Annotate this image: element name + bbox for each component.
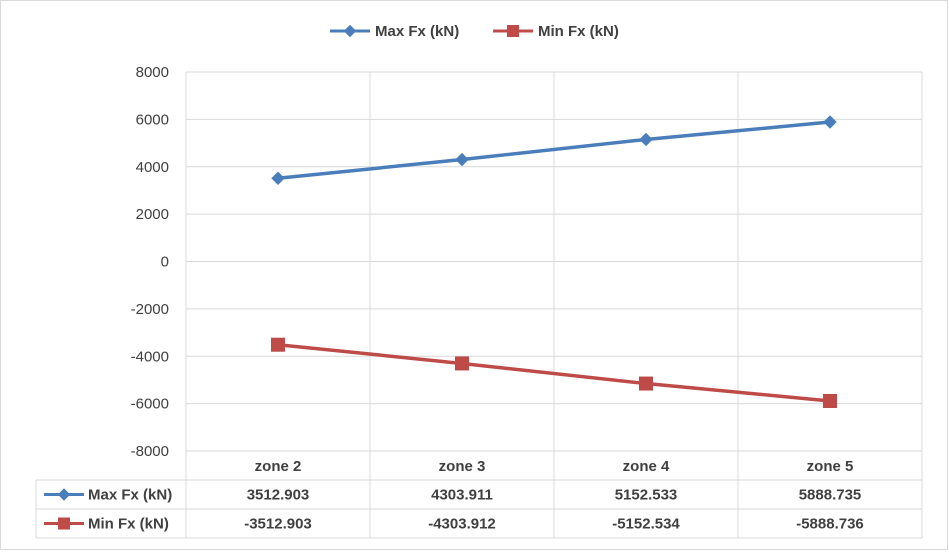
table-cell-value: 5152.533 [615, 487, 678, 504]
y-tick-label: 0 [161, 254, 169, 271]
table-series-label: Max Fx (kN) [88, 487, 172, 504]
square-marker [823, 393, 837, 408]
table-cell-value: 4303.911 [431, 487, 493, 504]
category-label: zone 2 [255, 458, 302, 475]
y-tick-label: 4000 [136, 159, 169, 176]
diamond-marker [639, 132, 653, 147]
table-legend-key-marker [57, 488, 71, 501]
series-line [277, 120, 831, 181]
y-axis: 8000 6000 4000 2000 0 -2000 -4000 -6000 -8000 [131, 64, 169, 460]
table-series-label: Min Fx (kN) [88, 516, 169, 533]
y-tick-label: 6000 [136, 111, 169, 128]
diamond-marker [823, 115, 837, 129]
y-tick-label: 2000 [136, 206, 169, 223]
category-label: zone 4 [623, 458, 670, 475]
table-cell-value: 3512.903 [247, 487, 310, 504]
y-tick-label: -8000 [131, 443, 169, 460]
y-tick-label: -4000 [131, 348, 169, 365]
data-table: zone 2 zone 3 zone 4 zone 5 Max Fx (kN) 3512.… [35, 450, 922, 539]
series-line [277, 342, 831, 403]
table-cell-value: -5152.534 [612, 516, 680, 533]
table-cell-value: -5888.736 [796, 516, 864, 533]
square-marker [271, 337, 285, 352]
square-marker [639, 376, 653, 391]
table-cell-value: -3512.903 [244, 516, 312, 533]
legend-key-marker [343, 24, 357, 38]
diamond-marker [271, 171, 285, 185]
y-tick-label: -6000 [131, 396, 169, 413]
category-label: zone 5 [807, 458, 854, 475]
table-cell-value: -4303.912 [428, 516, 496, 533]
square-marker [455, 356, 469, 371]
table-legend-key-marker [58, 517, 70, 530]
y-tick-label: -2000 [131, 301, 169, 318]
legend-key-marker [507, 25, 519, 37]
category-label: zone 3 [439, 458, 486, 475]
table-cell-value: 5888.735 [799, 487, 862, 504]
legend-label: Min Fx (kN) [538, 23, 619, 40]
legend: Max Fx (kN) Min Fx (kN) [330, 23, 619, 40]
diamond-marker [455, 152, 469, 167]
legend-label: Max Fx (kN) [375, 23, 459, 40]
y-tick-label: 8000 [136, 64, 169, 81]
series-lines [271, 115, 837, 408]
